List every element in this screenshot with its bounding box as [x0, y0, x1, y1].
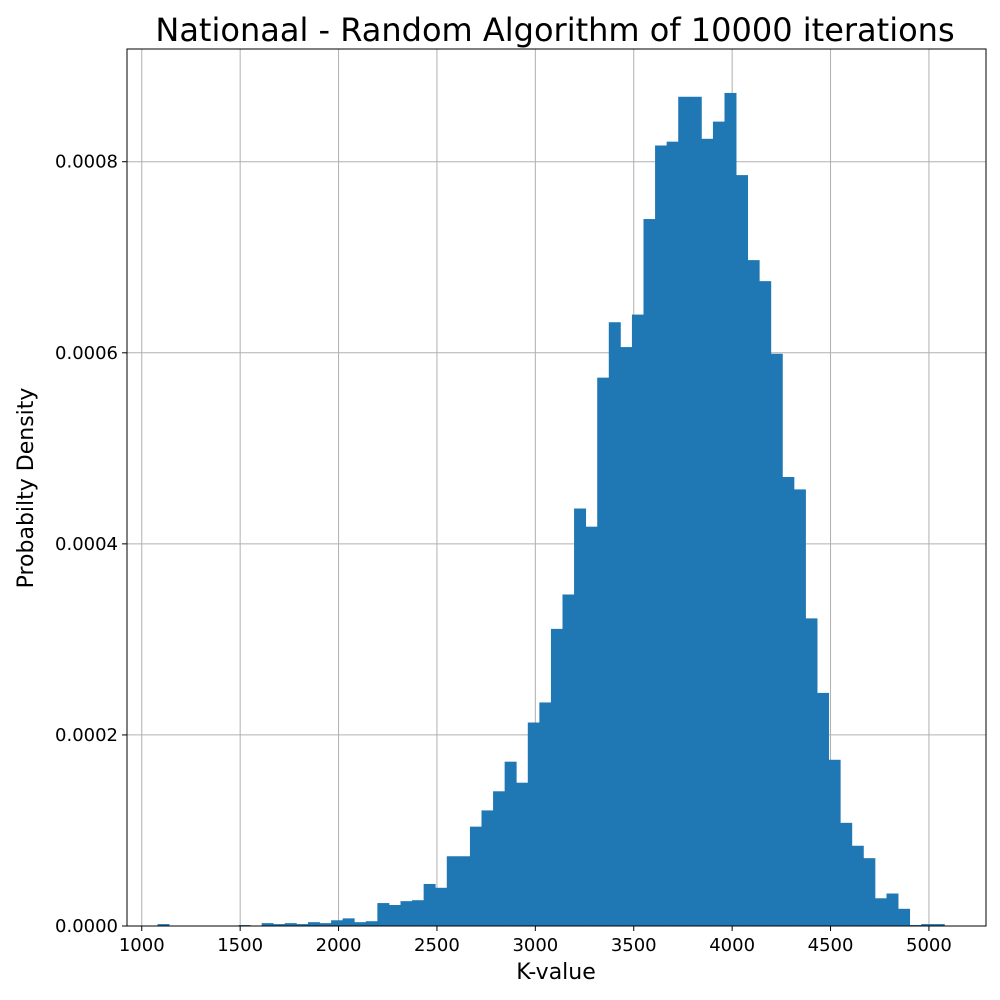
- histogram-bar: [261, 923, 274, 926]
- x-tick-label: 1000: [119, 935, 165, 956]
- histogram-bar: [342, 918, 355, 926]
- histogram-bar: [770, 353, 783, 927]
- chart-title: Nationaal - Random Algorithm of 10000 it…: [155, 11, 954, 49]
- histogram-bar: [331, 920, 344, 926]
- tick-layer: 1000 1500 2000 2500 3000 3500 4000 4500 5000 0.00…: [55, 152, 952, 956]
- histogram-bar: [562, 594, 575, 926]
- histogram-bar: [631, 314, 644, 927]
- histogram-bar: [666, 141, 679, 927]
- histogram-bar: [712, 121, 725, 927]
- histogram-bar: [504, 761, 517, 926]
- histogram-bar: [620, 347, 633, 926]
- y-tick-label: 0.0008: [55, 152, 118, 173]
- histogram-bar: [874, 898, 887, 926]
- histogram-bar: [539, 702, 552, 926]
- histogram-bar: [782, 476, 795, 926]
- histogram-bar: [446, 856, 459, 926]
- histogram-bar: [481, 810, 494, 926]
- histogram-bar: [377, 903, 390, 926]
- histogram-bar: [516, 782, 529, 926]
- histogram-bar: [759, 281, 772, 926]
- histogram-bar: [701, 138, 714, 926]
- histogram-bar: [388, 904, 401, 926]
- x-tick-label: 2000: [316, 935, 362, 956]
- histogram-bar: [423, 883, 436, 926]
- histogram-bar: [643, 219, 656, 926]
- y-tick-label: 0.0000: [55, 916, 118, 937]
- y-tick-label: 0.0002: [55, 725, 118, 746]
- x-axis-label: K-value: [516, 960, 596, 985]
- histogram-bar: [284, 923, 297, 926]
- histogram-bar: [863, 858, 876, 926]
- histogram-bar: [932, 924, 945, 926]
- histogram-bar: [365, 921, 378, 926]
- histogram-bar: [689, 96, 702, 926]
- histogram-bar: [736, 175, 749, 927]
- histogram-bar: [400, 901, 413, 926]
- histogram-bar: [157, 924, 170, 926]
- histogram-bar: [608, 322, 621, 927]
- histogram-bar: [307, 922, 320, 926]
- histogram-bar: [469, 826, 482, 926]
- bar-layer: [157, 92, 945, 927]
- x-tick-label: 2500: [414, 935, 460, 956]
- histogram-bar: [273, 924, 286, 926]
- histogram-bar: [412, 900, 425, 926]
- x-tick-label: 5000: [906, 935, 952, 956]
- histogram-bar: [898, 908, 911, 926]
- histogram-bar: [805, 618, 818, 926]
- histogram-bar: [550, 628, 563, 926]
- x-tick-label: 4500: [808, 935, 854, 956]
- x-tick-label: 3000: [512, 935, 558, 956]
- histogram-bar: [886, 893, 899, 926]
- histogram-bar: [921, 924, 934, 926]
- histogram-bar: [724, 92, 737, 926]
- histogram-bar: [655, 145, 668, 926]
- histogram-bar: [527, 722, 540, 926]
- y-tick-label: 0.0006: [55, 343, 118, 364]
- histogram-bar: [458, 856, 471, 926]
- histogram-bar: [597, 377, 610, 926]
- histogram-bar: [574, 508, 587, 926]
- x-tick-label: 1500: [217, 935, 263, 956]
- histogram-bar: [319, 923, 332, 926]
- histogram-bar: [793, 489, 806, 926]
- y-tick-label: 0.0004: [55, 534, 118, 555]
- histogram-bar: [354, 922, 367, 926]
- plot-area-frame: [126, 48, 987, 927]
- x-tick-label: 4000: [709, 935, 755, 956]
- histogram-bar: [493, 791, 506, 926]
- histogram-bar: [840, 822, 853, 926]
- histogram-bar: [296, 924, 309, 926]
- x-tick-label: 3500: [611, 935, 657, 956]
- histogram-bar: [851, 845, 864, 926]
- y-axis-label: Probabilty Density: [14, 388, 39, 589]
- histogram-bar: [585, 526, 598, 926]
- histogram-bar: [678, 96, 691, 926]
- histogram-bar: [747, 260, 760, 926]
- histogram-bar: [435, 887, 448, 926]
- histogram-bar: [828, 759, 841, 926]
- histogram-bar: [817, 692, 830, 926]
